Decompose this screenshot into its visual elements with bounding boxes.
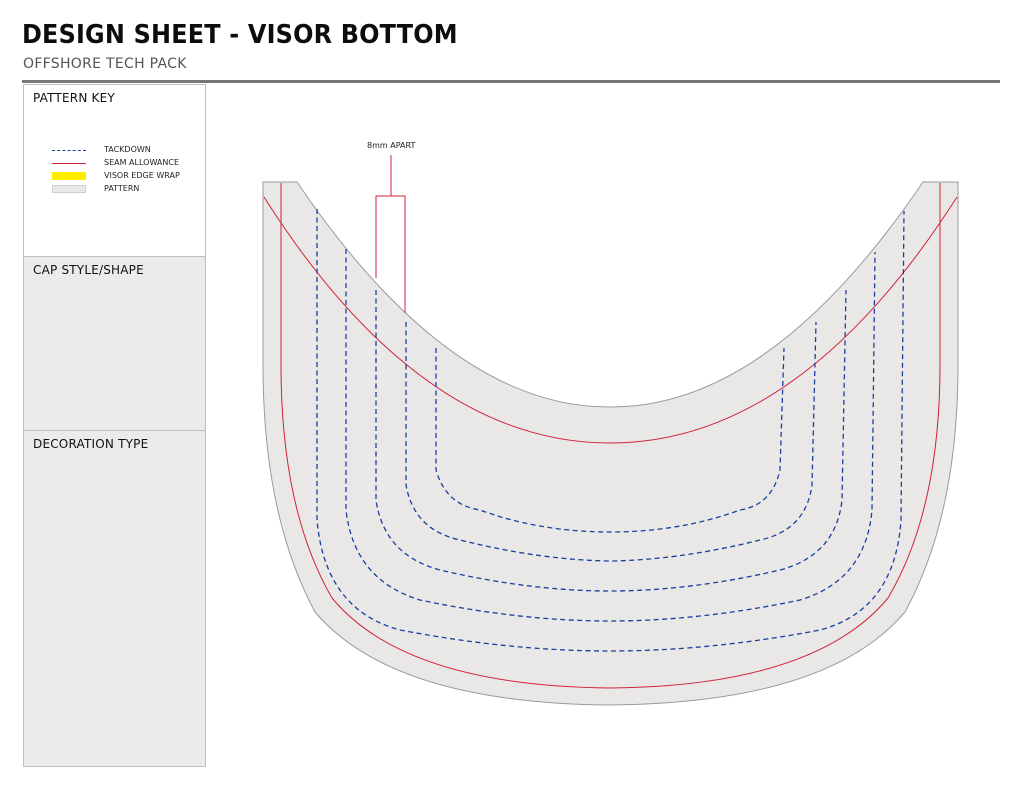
page-subtitle: OFFSHORE TECH PACK [23,56,187,72]
visor-pattern-shape [262,181,959,706]
pattern-key-panel: PATTERN KEY TACKDOWN SEAM ALLOWANCE VISO… [24,85,205,257]
cap-style-panel: CAP STYLE/SHAPE [24,257,205,431]
seam-allowance-swatch [52,163,86,164]
visor-edge-wrap-swatch [52,172,86,180]
legend-label: VISOR EDGE WRAP [104,171,180,180]
spacing-callout-label: 8mm APART [367,141,416,150]
seam-allowance-inner-arc [263,196,958,444]
tackdown-row-3 [375,289,847,592]
legend-label: TACKDOWN [104,145,151,154]
pattern-swatch [52,185,86,193]
header-divider [22,80,1000,83]
legend-label: SEAM ALLOWANCE [104,158,180,167]
spacing-callout-bracket [375,155,406,313]
tackdown-swatch [52,150,86,151]
seam-allowance-outer-line [280,183,941,689]
tackdown-stitching [316,209,905,652]
page-title: DESIGN SHEET - VISOR BOTTOM [22,20,458,50]
decoration-type-panel: DECORATION TYPE [24,431,205,766]
tackdown-row-2 [405,321,817,562]
cap-style-heading: CAP STYLE/SHAPE [33,263,144,277]
decoration-type-heading: DECORATION TYPE [33,437,149,451]
pattern-key-heading: PATTERN KEY [33,91,115,105]
info-sidebar: PATTERN KEY TACKDOWN SEAM ALLOWANCE VISO… [23,84,206,767]
tackdown-row-1 [435,347,785,533]
legend-label: PATTERN [104,184,140,193]
